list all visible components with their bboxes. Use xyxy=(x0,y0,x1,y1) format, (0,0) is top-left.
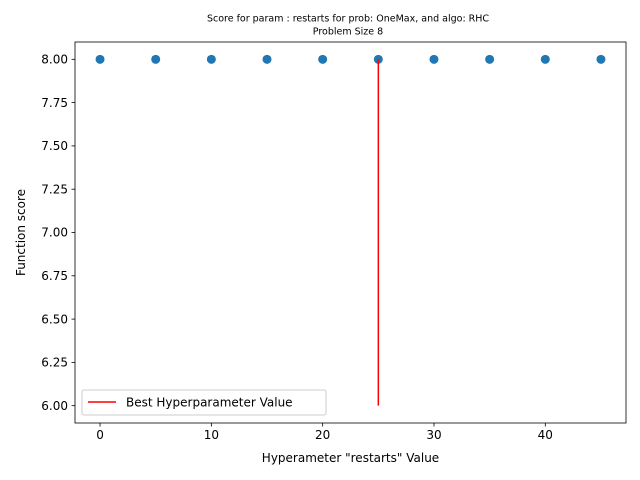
y-tick-label: 8.00 xyxy=(41,53,68,67)
plot-frame xyxy=(74,41,627,424)
data-point xyxy=(318,54,328,64)
x-tick-label: 10 xyxy=(204,428,219,442)
data-point xyxy=(95,54,105,64)
x-tick-label: 0 xyxy=(96,428,104,442)
x-axis-ticks: 0 10 20 30 40 xyxy=(96,423,553,442)
y-tick-label: 6.25 xyxy=(41,356,68,370)
data-point xyxy=(262,54,272,64)
y-tick-label: 7.00 xyxy=(41,226,68,240)
data-point xyxy=(485,54,495,64)
x-axis-label: Hyperameter "restarts" Value xyxy=(262,451,439,465)
y-tick-label: 7.50 xyxy=(41,139,68,153)
chart-subtitle: Problem Size 8 xyxy=(313,27,383,38)
data-point xyxy=(596,54,606,64)
legend-box xyxy=(81,389,327,416)
data-point xyxy=(429,54,439,64)
chart-title-group: Score for param : restarts for prob: One… xyxy=(207,14,489,38)
plot-area xyxy=(95,54,606,406)
x-tick-label: 30 xyxy=(426,428,441,442)
y-axis-ticks: 6.00 6.25 6.50 6.75 7.00 7.25 7.50 7.75 8.00 xyxy=(41,53,75,413)
chart-title: Score for param : restarts for prob: One… xyxy=(207,14,489,25)
y-tick-label: 6.50 xyxy=(41,312,68,326)
y-tick-label: 6.00 xyxy=(41,399,68,413)
y-tick-label: 6.75 xyxy=(41,269,68,283)
data-point xyxy=(151,54,161,64)
y-axis-label: Function score xyxy=(14,189,28,276)
y-tick-label: 7.25 xyxy=(41,182,68,196)
data-point xyxy=(206,54,216,64)
x-tick-label: 20 xyxy=(315,428,330,442)
data-point xyxy=(540,54,550,64)
x-tick-label: 40 xyxy=(538,428,553,442)
legend-label-best-hyperparameter: Best Hyperparameter Value xyxy=(126,396,293,410)
y-tick-label: 7.75 xyxy=(41,96,68,110)
legend: Best Hyperparameter Value xyxy=(81,389,327,416)
